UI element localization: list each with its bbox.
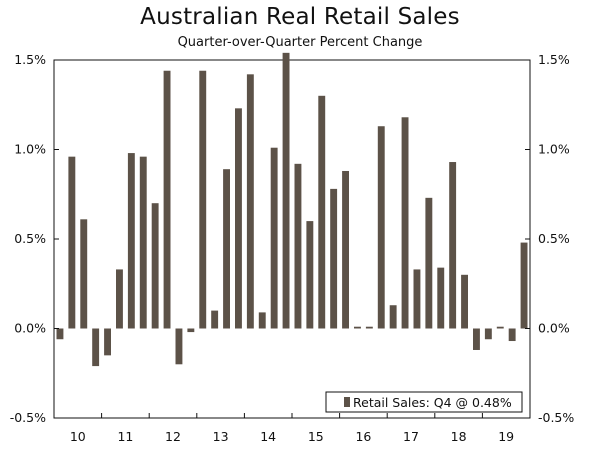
bar-2019-q3: [508, 328, 516, 342]
x-tick-label-13: 13: [213, 429, 229, 444]
bar-2012-q2: [163, 70, 171, 329]
bar-2012-q3: [175, 328, 183, 365]
bar-2010-q4: [92, 328, 100, 367]
bar-2013-q1: [199, 70, 207, 329]
bar-2014-q1: [246, 74, 254, 329]
bar-2014-q3: [270, 147, 278, 329]
axes-layer: -0.5% -0.5% 0.0% 0.0% 0.5% 0.5% 1.0% 1.0% 1.5% 1.…: [10, 52, 575, 444]
bar-2014-q2: [258, 312, 266, 329]
bar-2012-q4: [187, 328, 195, 333]
bar-2018-q4: [473, 328, 480, 350]
bar-2019-q2: [496, 326, 504, 329]
bar-2018-q1: [437, 267, 445, 329]
bar-2011-q2: [116, 269, 123, 329]
y-tick-label-right: 1.0%: [538, 142, 570, 157]
y-tick-label-right: 0.0%: [538, 321, 570, 336]
bar-2010-q2: [68, 156, 76, 329]
bar-2017-q3: [413, 269, 421, 329]
y-tick-label-right: 0.5%: [538, 231, 570, 246]
x-tick-label-19: 19: [498, 429, 514, 444]
y-tick-label-right: 1.5%: [538, 52, 570, 67]
bar-2018-q3: [461, 274, 468, 329]
bar-2010-q1: [56, 328, 64, 340]
bar-2016-q3: [365, 326, 373, 329]
bar-2014-q4: [282, 52, 290, 329]
x-tick-label-16: 16: [355, 429, 371, 444]
y-tick-label-left: 0.5%: [14, 231, 46, 246]
bar-2018-q2: [449, 162, 457, 329]
plot-frame: [53, 59, 531, 419]
bar-2015-q1: [294, 163, 302, 329]
y-tick-label-right: -0.5%: [538, 410, 574, 425]
x-tick-label-10: 10: [70, 429, 86, 444]
bar-2016-q1: [342, 170, 349, 329]
bars-layer: [56, 52, 528, 367]
x-tick-label-15: 15: [308, 429, 324, 444]
bar-2013-q2: [211, 310, 219, 329]
bar-2019-q1: [484, 328, 492, 340]
bar-2017-q4: [425, 197, 433, 329]
y-tick-label-left: -0.5%: [10, 410, 46, 425]
bar-2013-q3: [223, 169, 230, 329]
bar-2011-q1: [104, 328, 111, 356]
bar-2015-q4: [330, 188, 338, 329]
chart-subtitle: Quarter-over-Quarter Percent Change: [177, 35, 423, 50]
x-tick-label-18: 18: [451, 429, 467, 444]
bar-2015-q3: [318, 95, 326, 329]
x-tick-label-14: 14: [260, 429, 276, 444]
y-tick-label-left: 1.5%: [14, 52, 46, 67]
legend-swatch: [344, 397, 350, 407]
x-tick-label-11: 11: [117, 429, 133, 444]
bar-2016-q2: [354, 326, 361, 329]
bar-2012-q1: [151, 203, 159, 329]
x-tick-label-17: 17: [403, 429, 419, 444]
bar-2010-q3: [80, 219, 88, 329]
bar-2013-q4: [235, 108, 242, 329]
bar-2011-q4: [139, 156, 147, 329]
legend-label: Retail Sales: Q4 @ 0.48%: [353, 395, 512, 410]
y-tick-label-left: 0.0%: [14, 321, 46, 336]
bar-2017-q2: [401, 117, 409, 329]
bar-2016-q4: [377, 126, 385, 329]
legend-box: [325, 391, 523, 413]
chart-title: Australian Real Retail Sales: [140, 4, 460, 30]
bar-2017-q1: [389, 305, 397, 329]
bar-2015-q2: [306, 221, 314, 329]
y-tick-label-left: 1.0%: [14, 142, 46, 157]
x-tick-label-12: 12: [165, 429, 181, 444]
legend: Retail Sales: Q4 @ 0.48%: [325, 391, 523, 413]
bar-2011-q3: [127, 153, 135, 329]
bar-2019-q4: [520, 242, 528, 329]
